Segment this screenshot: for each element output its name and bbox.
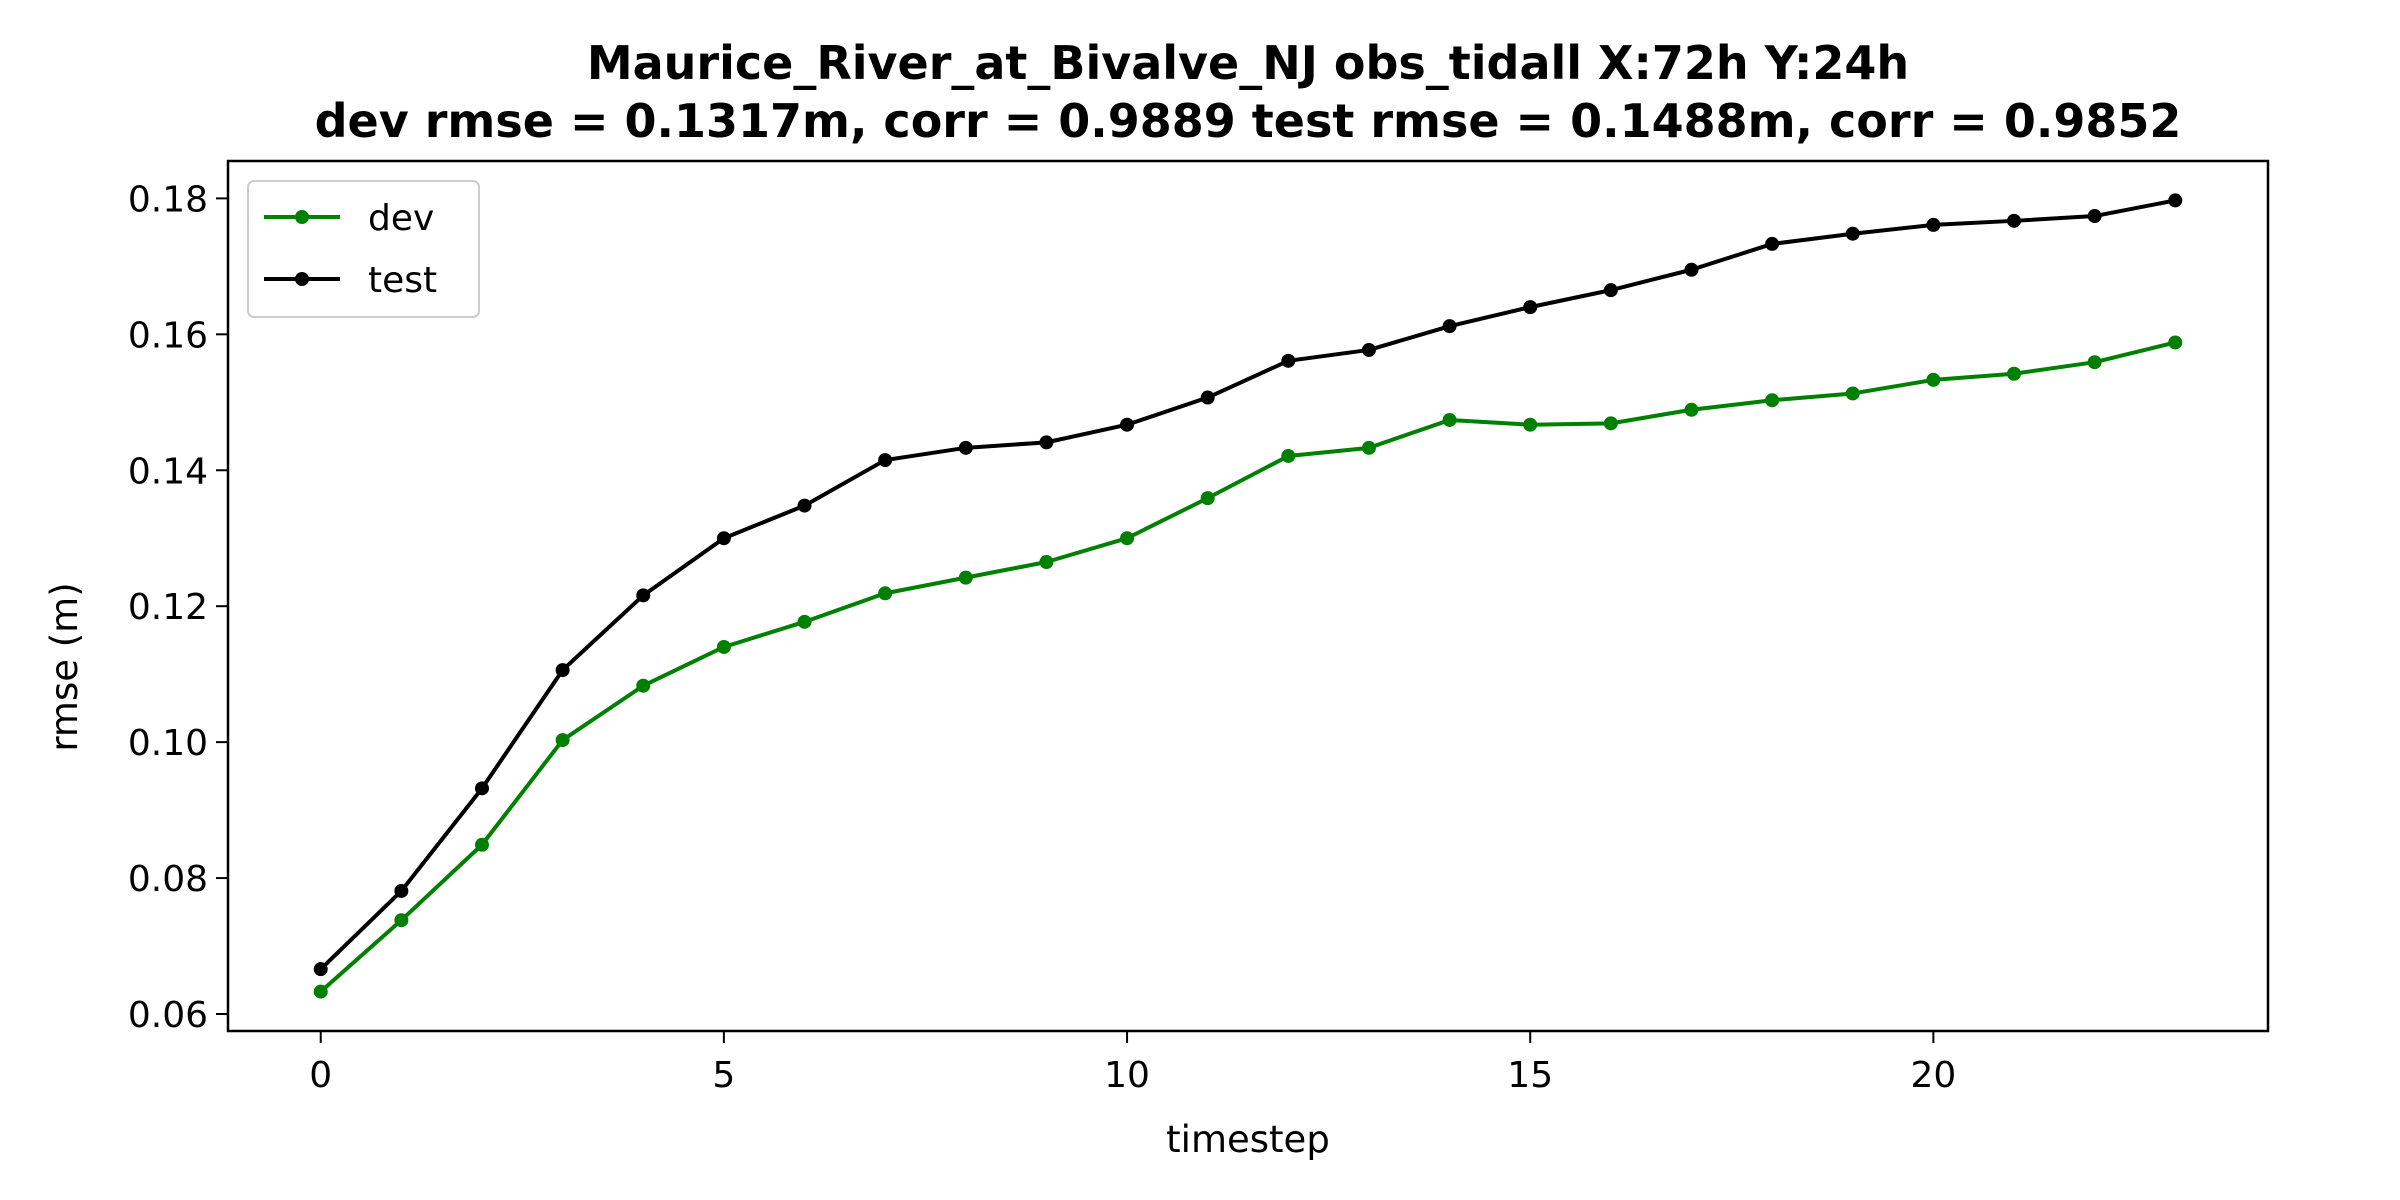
x-tick-label: 15 <box>1507 1055 1553 1096</box>
chart-title-line-2: dev rmse = 0.1317m, corr = 0.9889 test r… <box>315 94 2182 148</box>
data-point-test <box>1200 390 1215 405</box>
data-point-test <box>878 453 893 468</box>
plot-area: 0 5 10 15 20 0.06 0.08 0.10 0.12 0.14 0.16 0.18 <box>128 159 2270 1096</box>
data-point-test <box>797 498 812 513</box>
data-point-dev <box>1120 531 1135 546</box>
data-point-dev <box>1684 402 1699 417</box>
legend-label-test: test <box>368 260 437 301</box>
legend-marker-test <box>295 272 309 286</box>
data-point-test <box>1442 319 1457 334</box>
data-point-dev <box>555 733 570 748</box>
data-point-dev <box>474 837 489 852</box>
data-point-dev <box>394 913 409 928</box>
data-point-dev <box>878 586 893 601</box>
data-point-dev <box>1442 412 1457 427</box>
data-point-test <box>1765 236 1780 251</box>
legend-box <box>247 180 480 318</box>
data-point-test <box>1523 300 1538 315</box>
data-point-test <box>474 781 489 796</box>
legend-marker-dev <box>295 210 309 224</box>
data-point-dev <box>1200 491 1215 506</box>
data-point-dev <box>313 984 328 999</box>
data-point-test <box>555 663 570 678</box>
data-point-test <box>716 531 731 546</box>
x-tick-label: 0 <box>309 1055 332 1096</box>
data-point-dev <box>1361 440 1376 455</box>
y-tick-label: 0.14 <box>128 451 208 492</box>
series-line-dev <box>319 340 2176 994</box>
data-point-test <box>1361 342 1376 357</box>
data-point-dev <box>1926 372 1941 387</box>
data-point-test <box>1039 435 1054 450</box>
data-point-test <box>1926 217 1941 232</box>
data-point-dev <box>1603 416 1618 431</box>
data-point-dev <box>2168 335 2183 350</box>
y-tick-label: 0.12 <box>128 587 208 628</box>
data-point-test <box>2007 213 2022 228</box>
data-point-dev <box>1039 555 1054 570</box>
y-tick-label: 0.08 <box>128 859 208 900</box>
data-point-dev <box>716 639 731 654</box>
y-axis-label: rmse (m) <box>43 582 86 751</box>
data-point-dev <box>1281 448 1296 463</box>
data-point-test <box>1281 353 1296 368</box>
legend: dev test <box>247 180 480 318</box>
data-point-dev <box>1765 393 1780 408</box>
y-tick-label: 0.10 <box>128 723 208 764</box>
data-point-test <box>1684 262 1699 277</box>
data-point-dev <box>2087 355 2102 370</box>
data-point-test <box>958 440 973 455</box>
data-point-test <box>2168 193 2183 208</box>
y-tick-label: 0.16 <box>128 315 208 356</box>
data-point-test <box>1603 283 1618 298</box>
data-point-dev <box>958 570 973 585</box>
y-tick-label: 0.06 <box>128 995 208 1036</box>
data-point-dev <box>797 614 812 629</box>
data-point-dev <box>1523 417 1538 432</box>
data-point-dev <box>636 678 651 693</box>
x-tick-label: 20 <box>1910 1055 1956 1096</box>
data-point-test <box>636 588 651 603</box>
data-point-test <box>394 883 409 898</box>
x-tick-label: 5 <box>712 1055 735 1096</box>
series-line-test <box>319 198 2176 971</box>
data-point-dev <box>1845 386 1860 401</box>
data-point-test <box>2087 209 2102 224</box>
plot-frame <box>226 159 2270 1033</box>
x-tick-label: 10 <box>1104 1055 1150 1096</box>
y-tick-label: 0.18 <box>128 179 208 220</box>
x-axis-label: timestep <box>1166 1118 1330 1161</box>
data-point-test <box>313 962 328 977</box>
data-point-dev <box>2007 366 2022 381</box>
data-point-test <box>1120 417 1135 432</box>
legend-label-dev: dev <box>368 198 434 239</box>
chart-title-line-1: Maurice_River_at_Bivalve_NJ obs_tidall X… <box>587 36 1909 90</box>
data-point-test <box>1845 226 1860 241</box>
